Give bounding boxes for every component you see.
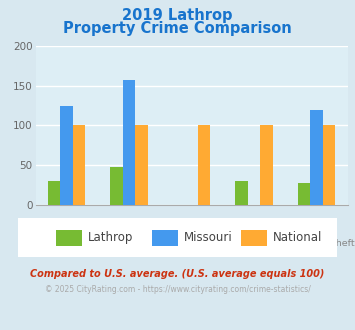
Text: Property Crime Comparison: Property Crime Comparison — [63, 21, 292, 36]
Bar — [298, 183, 310, 205]
Bar — [48, 181, 60, 205]
Text: 2019 Lathrop: 2019 Lathrop — [122, 8, 233, 23]
Bar — [123, 80, 136, 205]
Text: © 2025 CityRating.com - https://www.cityrating.com/crime-statistics/: © 2025 CityRating.com - https://www.city… — [45, 285, 310, 294]
Bar — [60, 106, 73, 205]
Bar — [110, 167, 123, 205]
Bar — [235, 181, 248, 205]
Bar — [198, 125, 211, 205]
Text: Lathrop: Lathrop — [88, 231, 133, 244]
Bar — [310, 110, 323, 205]
Text: Missouri: Missouri — [184, 231, 233, 244]
FancyBboxPatch shape — [152, 230, 178, 246]
Text: All Property Crime: All Property Crime — [23, 240, 110, 248]
Text: Compared to U.S. average. (U.S. average equals 100): Compared to U.S. average. (U.S. average … — [30, 269, 325, 279]
Bar — [73, 125, 86, 205]
Bar — [136, 125, 148, 205]
Text: Burglary: Burglary — [234, 220, 274, 229]
Text: Motor Vehicle Theft: Motor Vehicle Theft — [83, 220, 175, 229]
Text: National: National — [273, 231, 323, 244]
FancyBboxPatch shape — [56, 230, 82, 246]
Bar — [323, 125, 335, 205]
Bar — [261, 125, 273, 205]
FancyBboxPatch shape — [241, 230, 267, 246]
Text: Arson: Arson — [178, 240, 205, 248]
Text: Larceny & Theft: Larceny & Theft — [279, 240, 355, 248]
